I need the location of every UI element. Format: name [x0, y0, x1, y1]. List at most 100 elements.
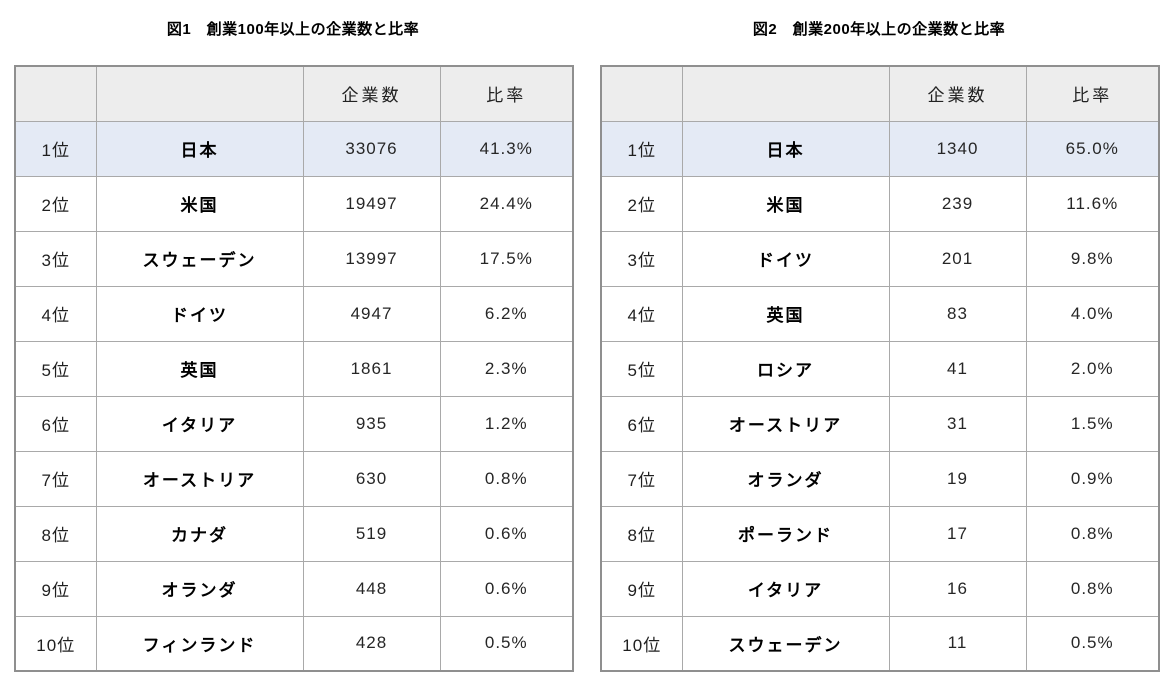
ratio-cell: 0.8% — [1025, 505, 1160, 562]
header-ratio: 比率 — [1025, 65, 1160, 122]
count-cell: 41 — [888, 340, 1027, 397]
header-row: 企業数 比率 — [14, 65, 574, 122]
rank-cell: 6位 — [600, 395, 683, 452]
count-cell: 448 — [302, 560, 441, 617]
country-cell: ドイツ — [681, 230, 890, 287]
country-cell: ポーランド — [681, 505, 890, 562]
figure-1-table-header: 企業数 比率 — [14, 65, 574, 122]
table-row: 9位 イタリア 16 0.8% — [600, 560, 1160, 617]
count-cell: 1340 — [888, 120, 1027, 177]
table-row: 4位 英国 83 4.0% — [600, 285, 1160, 342]
figure-1-table-body: 1位 日本 33076 41.3% 2位 米国 19497 24.4% 3位 スウェーデン 1399… — [14, 120, 574, 672]
country-cell: イタリア — [95, 395, 304, 452]
country-cell: 日本 — [95, 120, 304, 177]
figure-1-title: 図1 創業100年以上の企業数と比率 — [166, 21, 420, 38]
ratio-cell: 11.6% — [1025, 175, 1160, 232]
table-row: 3位 スウェーデン 13997 17.5% — [14, 230, 574, 287]
header-country-blank — [95, 65, 304, 122]
country-cell: オランダ — [95, 560, 304, 617]
table-row: 3位 ドイツ 201 9.8% — [600, 230, 1160, 287]
rank-cell: 2位 — [14, 175, 97, 232]
table-row: 7位 オランダ 19 0.9% — [600, 450, 1160, 507]
table-row: 2位 米国 19497 24.4% — [14, 175, 574, 232]
country-cell: 英国 — [681, 285, 890, 342]
country-cell: カナダ — [95, 505, 304, 562]
rank-cell: 7位 — [14, 450, 97, 507]
header-company-count: 企業数 — [302, 65, 441, 122]
table-row: 5位 ロシア 41 2.0% — [600, 340, 1160, 397]
table-row: 1位 日本 33076 41.3% — [14, 120, 574, 177]
count-cell: 19 — [888, 450, 1027, 507]
table-row: 10位 スウェーデン 11 0.5% — [600, 615, 1160, 672]
table-row: 4位 ドイツ 4947 6.2% — [14, 285, 574, 342]
ratio-cell: 17.5% — [439, 230, 574, 287]
rank-cell: 3位 — [600, 230, 683, 287]
figure-2-title: 図2 創業200年以上の企業数と比率 — [752, 21, 1006, 38]
ratio-cell: 2.0% — [1025, 340, 1160, 397]
count-cell: 31 — [888, 395, 1027, 452]
rank-cell: 5位 — [600, 340, 683, 397]
figure-1-rank-table: 企業数 比率 1位 日本 33076 41.3% 2位 米国 19497 24.4% 3位 スウェ… — [14, 65, 574, 672]
ratio-cell: 6.2% — [439, 285, 574, 342]
country-cell: 英国 — [95, 340, 304, 397]
count-cell: 4947 — [302, 285, 441, 342]
count-cell: 19497 — [302, 175, 441, 232]
count-cell: 13997 — [302, 230, 441, 287]
table-row: 9位 オランダ 448 0.6% — [14, 560, 574, 617]
ratio-cell: 2.3% — [439, 340, 574, 397]
country-cell: ドイツ — [95, 285, 304, 342]
figures-container: 図1 創業100年以上の企業数と比率 企業数 比率 1位 日本 33076 41.3%… — [14, 18, 1160, 672]
country-cell: 米国 — [681, 175, 890, 232]
country-cell: 日本 — [681, 120, 890, 177]
country-cell: ロシア — [681, 340, 890, 397]
count-cell: 17 — [888, 505, 1027, 562]
ratio-cell: 24.4% — [439, 175, 574, 232]
rank-cell: 7位 — [600, 450, 683, 507]
count-cell: 11 — [888, 615, 1027, 672]
table-row: 8位 カナダ 519 0.6% — [14, 505, 574, 562]
ratio-cell: 0.8% — [439, 450, 574, 507]
count-cell: 935 — [302, 395, 441, 452]
rank-cell: 1位 — [600, 120, 683, 177]
figure-2-table-header: 企業数 比率 — [600, 65, 1160, 122]
header-company-count: 企業数 — [888, 65, 1027, 122]
count-cell: 1861 — [302, 340, 441, 397]
table-row: 10位 フィンランド 428 0.5% — [14, 615, 574, 672]
figure-2-rank-table: 企業数 比率 1位 日本 1340 65.0% 2位 米国 239 11.6% 3位 ドイツ 201… — [600, 65, 1160, 672]
ratio-cell: 1.5% — [1025, 395, 1160, 452]
count-cell: 201 — [888, 230, 1027, 287]
ratio-cell: 0.8% — [1025, 560, 1160, 617]
ratio-cell: 0.9% — [1025, 450, 1160, 507]
ratio-cell: 65.0% — [1025, 120, 1160, 177]
country-cell: オランダ — [681, 450, 890, 507]
rank-cell: 4位 — [14, 285, 97, 342]
header-ratio: 比率 — [439, 65, 574, 122]
rank-cell: 10位 — [14, 615, 97, 672]
header-row: 企業数 比率 — [600, 65, 1160, 122]
ratio-cell: 4.0% — [1025, 285, 1160, 342]
rank-cell: 3位 — [14, 230, 97, 287]
rank-cell: 8位 — [14, 505, 97, 562]
rank-cell: 9位 — [600, 560, 683, 617]
table-row: 5位 英国 1861 2.3% — [14, 340, 574, 397]
header-rank-blank — [14, 65, 97, 122]
figure-2: 図2 創業200年以上の企業数と比率 企業数 比率 1位 日本 1340 65.0% 2… — [600, 18, 1160, 672]
rank-cell: 6位 — [14, 395, 97, 452]
country-cell: フィンランド — [95, 615, 304, 672]
count-cell: 428 — [302, 615, 441, 672]
count-cell: 519 — [302, 505, 441, 562]
table-row: 6位 イタリア 935 1.2% — [14, 395, 574, 452]
rank-cell: 2位 — [600, 175, 683, 232]
count-cell: 83 — [888, 285, 1027, 342]
table-row: 7位 オーストリア 630 0.8% — [14, 450, 574, 507]
rank-cell: 9位 — [14, 560, 97, 617]
table-row: 2位 米国 239 11.6% — [600, 175, 1160, 232]
rank-cell: 8位 — [600, 505, 683, 562]
rank-cell: 4位 — [600, 285, 683, 342]
country-cell: 米国 — [95, 175, 304, 232]
ratio-cell: 41.3% — [439, 120, 574, 177]
count-cell: 16 — [888, 560, 1027, 617]
table-row: 8位 ポーランド 17 0.8% — [600, 505, 1160, 562]
ratio-cell: 0.6% — [439, 560, 574, 617]
ratio-cell: 0.5% — [439, 615, 574, 672]
